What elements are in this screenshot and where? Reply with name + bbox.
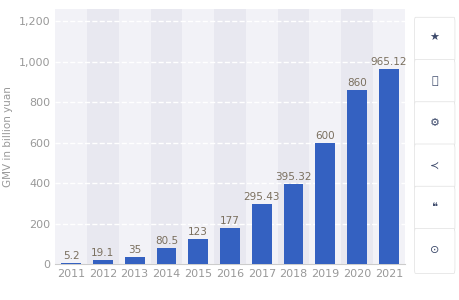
Text: ≺: ≺	[429, 160, 438, 170]
Text: 295.43: 295.43	[243, 192, 280, 202]
Bar	[378, 69, 398, 264]
Text: 🔔: 🔔	[431, 76, 437, 85]
Y-axis label: GMV in billion yuan: GMV in billion yuan	[3, 86, 13, 187]
Text: 860: 860	[347, 78, 366, 88]
Text: 123: 123	[188, 227, 208, 237]
FancyBboxPatch shape	[414, 59, 454, 104]
FancyBboxPatch shape	[414, 144, 454, 189]
Text: 177: 177	[219, 216, 240, 226]
Text: 35: 35	[128, 245, 141, 255]
Bar	[55, 9, 87, 264]
Bar	[150, 9, 182, 264]
Text: 600: 600	[315, 130, 335, 140]
FancyBboxPatch shape	[414, 229, 454, 273]
Text: ⊙: ⊙	[429, 244, 438, 255]
Text: 80.5: 80.5	[155, 236, 178, 246]
Text: ⚙: ⚙	[429, 118, 439, 128]
Text: ★: ★	[429, 33, 439, 43]
Bar	[347, 90, 366, 264]
Bar	[124, 257, 144, 264]
FancyBboxPatch shape	[414, 17, 454, 62]
Text: 5.2: 5.2	[62, 251, 79, 261]
Text: ❝: ❝	[431, 202, 437, 212]
Bar	[156, 248, 176, 264]
Bar	[315, 142, 335, 264]
Text: 395.32: 395.32	[275, 172, 311, 182]
FancyBboxPatch shape	[414, 102, 454, 147]
Bar	[118, 9, 150, 264]
Bar	[372, 9, 404, 264]
Bar	[252, 204, 271, 264]
Bar	[283, 184, 303, 264]
Bar	[277, 9, 309, 264]
Bar	[309, 9, 341, 264]
Bar	[213, 9, 246, 264]
Text: 965.12: 965.12	[370, 57, 406, 67]
Bar	[246, 9, 277, 264]
Text: 19.1: 19.1	[91, 248, 114, 258]
Bar	[341, 9, 372, 264]
Bar	[87, 9, 118, 264]
Bar	[182, 9, 213, 264]
FancyBboxPatch shape	[414, 186, 454, 231]
Bar	[61, 263, 81, 264]
Bar	[188, 239, 207, 264]
Bar	[93, 260, 112, 264]
Bar	[220, 228, 239, 264]
